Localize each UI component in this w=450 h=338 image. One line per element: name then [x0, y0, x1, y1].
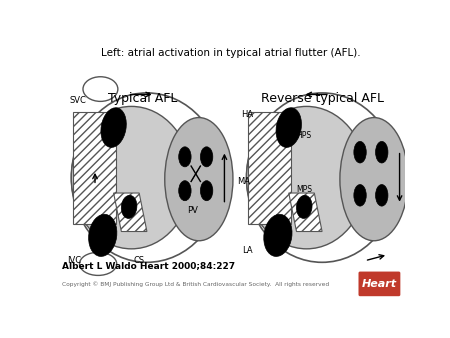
Text: Typical AFL: Typical AFL	[108, 92, 178, 105]
Text: MA: MA	[237, 177, 250, 186]
Ellipse shape	[179, 147, 191, 167]
Text: CS: CS	[134, 256, 145, 265]
Text: IVC: IVC	[67, 256, 81, 265]
Ellipse shape	[101, 108, 126, 147]
Ellipse shape	[340, 118, 408, 241]
Ellipse shape	[200, 147, 213, 167]
Ellipse shape	[376, 185, 388, 206]
Ellipse shape	[247, 93, 398, 262]
Text: Reverse typical AFL: Reverse typical AFL	[261, 92, 383, 105]
Polygon shape	[113, 193, 147, 232]
Ellipse shape	[165, 118, 233, 241]
Ellipse shape	[72, 93, 222, 262]
Ellipse shape	[297, 195, 312, 218]
Text: SVC: SVC	[69, 96, 86, 105]
Text: Copyright © BMJ Publishing Group Ltd & British Cardiovascular Society.  All righ: Copyright © BMJ Publishing Group Ltd & B…	[63, 281, 329, 287]
Polygon shape	[289, 193, 322, 232]
Ellipse shape	[179, 181, 191, 201]
Ellipse shape	[247, 106, 367, 249]
Ellipse shape	[122, 195, 137, 218]
Text: MPS: MPS	[297, 185, 312, 194]
Ellipse shape	[83, 77, 118, 101]
Ellipse shape	[376, 141, 388, 163]
Text: Heart: Heart	[362, 279, 397, 289]
Text: HA: HA	[241, 110, 253, 119]
Ellipse shape	[276, 108, 302, 147]
Text: PV: PV	[187, 206, 198, 215]
Text: Albert L Waldo Heart 2000;84:227: Albert L Waldo Heart 2000;84:227	[63, 261, 236, 270]
Ellipse shape	[264, 214, 292, 257]
Polygon shape	[248, 112, 291, 224]
FancyBboxPatch shape	[359, 271, 400, 296]
Ellipse shape	[80, 252, 117, 275]
Text: HPS: HPS	[297, 131, 311, 140]
Text: Left: atrial activation in typical atrial flutter (AFL).: Left: atrial activation in typical atria…	[101, 48, 360, 58]
Ellipse shape	[72, 106, 192, 249]
Ellipse shape	[200, 181, 213, 201]
Ellipse shape	[89, 214, 117, 257]
Ellipse shape	[354, 185, 366, 206]
Polygon shape	[73, 112, 116, 224]
Ellipse shape	[354, 141, 366, 163]
Text: LPS: LPS	[297, 206, 310, 214]
Text: LA: LA	[242, 246, 253, 255]
